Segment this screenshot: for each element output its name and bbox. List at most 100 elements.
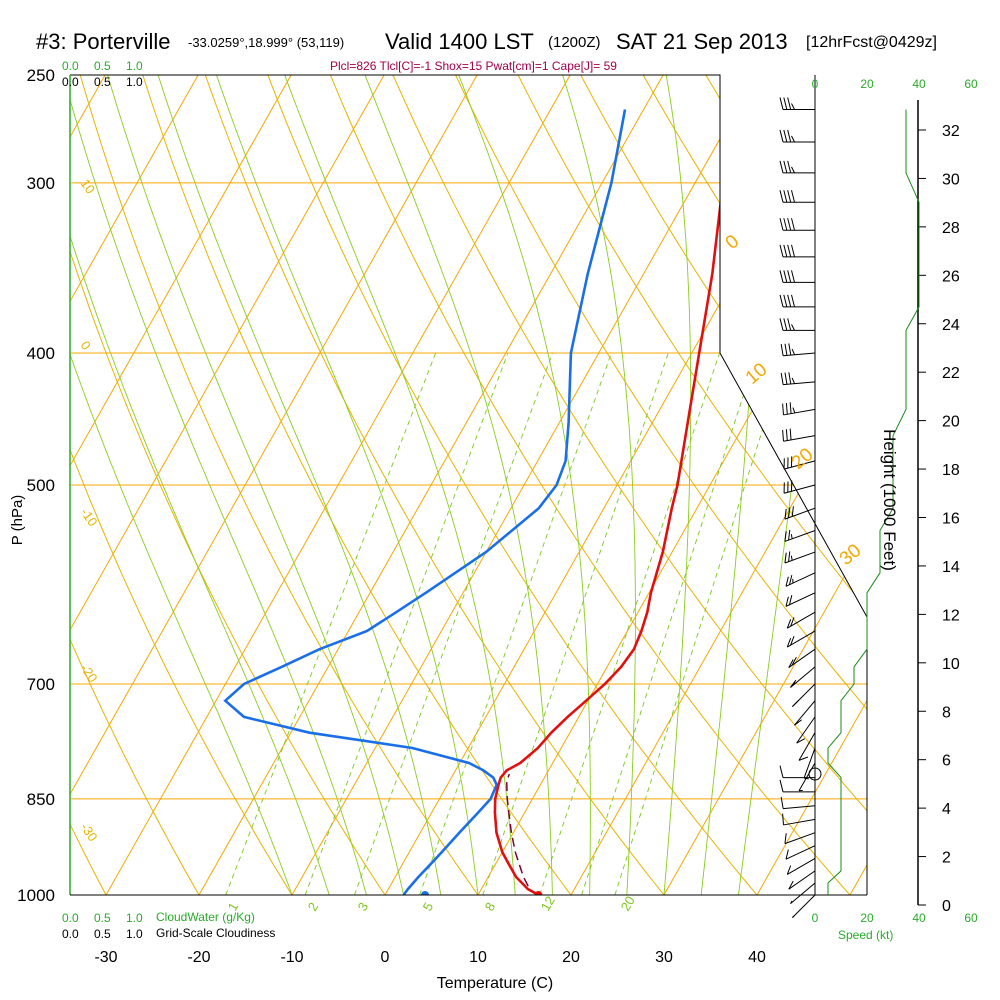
temperature-tick-label: 20 — [562, 949, 580, 966]
isotherm-label: 0 — [722, 231, 744, 254]
parcel-trace — [505, 773, 539, 895]
cloud-scale-label: 0.5 — [94, 75, 111, 89]
wind-barb-flag — [787, 97, 792, 110]
wind-barb — [779, 129, 815, 143]
wind-barb-flag — [780, 344, 784, 356]
wind-barb — [786, 611, 816, 629]
height-tick-label: 16 — [942, 511, 960, 528]
mixing-ratio-label: 2 — [305, 900, 322, 914]
speed-tick-label: 40 — [912, 911, 926, 925]
station-coords: -33.0259°,18.999° (53,119) — [188, 35, 344, 50]
wind-barbs — [779, 97, 822, 918]
moist-adiabat-line — [70, 75, 367, 895]
wind-barb-staff — [787, 611, 816, 629]
profiles — [223, 109, 734, 895]
wind-barb — [783, 456, 816, 470]
cloudiness-label: Grid-Scale Cloudiness — [156, 926, 275, 940]
wind-barb-staff — [788, 870, 816, 890]
wind-barb-flag — [791, 190, 796, 203]
wind-barb-staff — [783, 484, 816, 494]
speed-tick-label: 60 — [964, 911, 978, 925]
dry-adiabat-line — [279, 75, 867, 895]
dry-adiabat-line — [985, 0, 1000, 924]
dry-adiabat-line — [103, 75, 594, 895]
wind-barb-flag — [779, 97, 784, 110]
wind-barb — [790, 666, 816, 688]
wind-barb — [786, 630, 816, 648]
wind-barb-staff — [790, 666, 816, 688]
wind-barb-flag — [798, 756, 809, 761]
wind-barb — [803, 747, 816, 780]
calm-wind-circle — [808, 767, 822, 781]
wind-barb-staff — [788, 648, 816, 668]
height-tick-label: 4 — [942, 801, 951, 818]
wind-barb-flag — [790, 617, 795, 627]
wind-barb-flag — [783, 218, 788, 231]
wind-barb — [788, 870, 816, 890]
speed-tick-label: 0 — [812, 77, 819, 91]
height-tick-label: 10 — [942, 656, 960, 673]
temperature-tick-label: 30 — [655, 949, 673, 966]
wind-barb-flag — [791, 377, 796, 384]
dry-adiabat-line — [70, 75, 405, 895]
wind-barb-staff — [785, 845, 816, 860]
station-title: #3: Porterville — [36, 29, 171, 54]
wind-barb — [794, 700, 816, 726]
wind-barb-flag — [785, 849, 789, 860]
speed-tick-label: 20 — [860, 911, 874, 925]
mixing-ratio-label: 3 — [355, 900, 372, 914]
wind-barb-flag — [791, 324, 795, 331]
wind-barb-flag — [788, 595, 793, 605]
wind-barb-staff — [783, 381, 816, 386]
dry-adiabat-line — [749, 75, 867, 895]
wind-barb-flag — [791, 657, 797, 666]
wind-barb-staff — [796, 716, 816, 744]
wind-barb-flag — [791, 218, 796, 231]
wind-barb-flag — [784, 343, 788, 356]
dry-adiabat-line — [70, 75, 500, 895]
temperature-tick-label: -20 — [187, 949, 210, 966]
wind-barb-flag — [791, 506, 794, 517]
wind-barb — [782, 402, 816, 416]
wind-barb-flag — [784, 552, 787, 564]
isotherm-line — [70, 75, 181, 895]
wind-barb-flag — [779, 190, 784, 203]
wind-speed-profile — [827, 109, 920, 895]
wind-barb-flag — [784, 508, 787, 520]
wind-barb-flag — [791, 103, 795, 110]
wind-barb-flag — [790, 636, 795, 646]
dry-adiabat-line — [338, 75, 867, 895]
wind-barb-flag — [786, 865, 792, 875]
wind-barb-staff — [783, 460, 816, 470]
wind-barb-staff — [783, 818, 816, 826]
wind-barb-staff — [783, 805, 816, 810]
mixing-ratio-line — [419, 352, 612, 895]
dry-adiabat-line — [221, 75, 782, 895]
wind-barb-flag — [785, 596, 789, 607]
wind-barb — [798, 762, 816, 792]
isotherm-line — [70, 75, 460, 895]
dry-adiabat-label: 0 — [78, 338, 94, 353]
wind-barb-flag — [791, 135, 795, 143]
height-tick-label: 12 — [942, 607, 960, 624]
wind-barb — [784, 551, 816, 564]
wind-barb-flag — [779, 270, 784, 283]
cloud-scale-label: 1.0 — [126, 927, 143, 941]
isotherm-line — [461, 75, 867, 895]
wind-barb — [782, 813, 816, 826]
wind-barb — [779, 270, 815, 283]
wind-barb-flag — [788, 659, 794, 668]
surface-temperature-dot — [534, 891, 543, 895]
cloud-scale-label: 0.5 — [94, 927, 111, 941]
height-tick-label: 26 — [942, 268, 960, 285]
wind-barb-flag — [786, 637, 792, 648]
wind-barb-flag — [785, 429, 788, 441]
temperature-tick-label: 40 — [748, 949, 766, 966]
moist-adiabat-line — [315, 75, 553, 895]
height-tick-label: 24 — [942, 317, 960, 334]
wind-barb-staff — [803, 747, 816, 779]
wind-barb-flag — [787, 190, 792, 203]
wind-barb-flag — [783, 270, 788, 283]
wind-barb-flag — [779, 779, 784, 792]
